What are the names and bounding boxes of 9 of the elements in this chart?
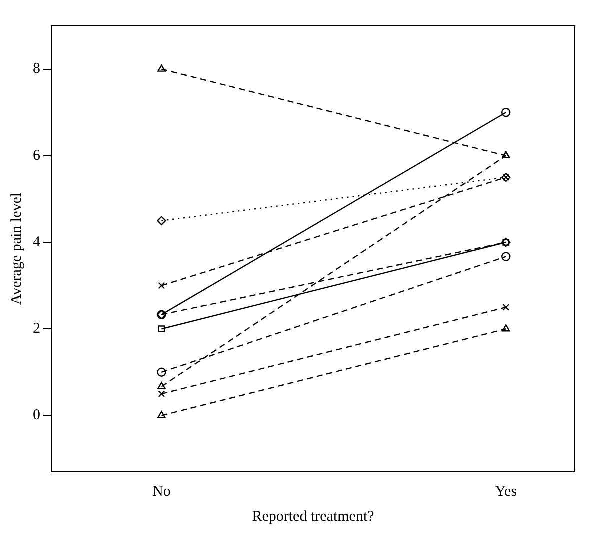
x-tick-label: Yes	[495, 484, 518, 500]
y-tick-label: 0	[33, 408, 40, 424]
y-tick-label: 6	[33, 148, 41, 164]
y-axis-title: Average pain level	[8, 192, 25, 306]
y-tick-label: 8	[33, 61, 40, 78]
x-tick-label: No	[152, 484, 171, 500]
y-tick-label: 2	[33, 321, 40, 338]
x-axis-title: Reported treatment?	[252, 508, 375, 525]
y-tick-label: 4	[33, 234, 41, 250]
